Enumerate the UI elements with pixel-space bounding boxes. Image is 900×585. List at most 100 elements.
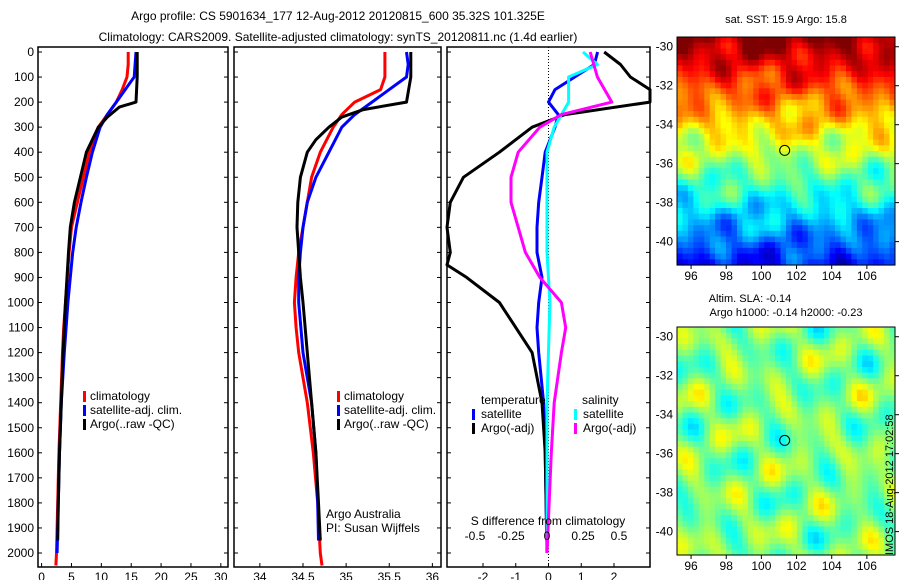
map-cell: [786, 219, 792, 226]
map-cell: [818, 429, 825, 436]
map-cell: [747, 65, 754, 72]
map-cell: [824, 94, 831, 101]
map-cell: [796, 406, 803, 414]
map-cell: [698, 332, 705, 339]
map-cell: [704, 99, 711, 106]
map-cell: [682, 168, 689, 175]
map-cell: [726, 94, 732, 101]
map-cell: [884, 389, 891, 396]
map-cell: [698, 94, 705, 101]
x-tick-label: 34: [253, 570, 267, 580]
map-cell: [769, 549, 776, 556]
map-cell: [802, 168, 809, 175]
map-cell: [758, 145, 765, 152]
map-cell: [835, 475, 841, 482]
map-cell: [786, 71, 792, 78]
map-cell: [862, 202, 869, 209]
legend-label: Argo(..raw -QC): [344, 417, 429, 431]
map-cell: [704, 247, 711, 255]
map-cell: [818, 116, 825, 124]
map-cell: [889, 111, 896, 118]
map-cell: [764, 65, 771, 72]
map-cell: [687, 42, 694, 49]
map-cell: [780, 406, 787, 414]
map-cell: [780, 515, 787, 522]
map-cell: [884, 88, 891, 95]
map-cell: [704, 503, 711, 510]
map-cell: [764, 259, 771, 266]
map-cell: [840, 469, 847, 476]
map-cell: [802, 503, 809, 510]
annotation-pi: PI: Susan Wijffels: [326, 521, 420, 535]
map-cell: [889, 48, 896, 55]
map-cell: [884, 469, 891, 476]
map-cell: [726, 42, 732, 49]
map-cell: [824, 128, 831, 135]
map-cell: [769, 344, 776, 351]
map-cell: [682, 520, 689, 528]
map-cell: [840, 532, 847, 539]
map-cell: [747, 259, 754, 266]
map-cell: [846, 332, 852, 339]
map-cell: [682, 429, 689, 436]
map-cell: [889, 458, 896, 465]
y-tick-label: 1200: [7, 346, 34, 360]
map-cell: [709, 247, 716, 255]
map-cell: [693, 543, 700, 550]
map-cell: [698, 122, 705, 129]
map-cell: [867, 532, 874, 539]
map-cell: [726, 515, 732, 522]
map-cell: [884, 162, 891, 169]
map-cell: [884, 458, 891, 465]
map-cell: [742, 401, 749, 408]
map-cell: [731, 423, 738, 431]
map-cell: [851, 259, 858, 266]
map-cell: [775, 355, 782, 362]
map-cell: [856, 202, 863, 209]
map-cell: [791, 122, 798, 129]
map-cell: [677, 190, 683, 198]
map-cell: [878, 59, 885, 67]
map-cell: [818, 247, 825, 255]
map-cell: [687, 498, 694, 505]
map-cell: [758, 452, 765, 459]
map-cell: [693, 213, 700, 220]
map-cell: [856, 145, 863, 152]
map-cell: [840, 338, 847, 345]
map-cell: [709, 492, 716, 499]
map-cell: [873, 242, 880, 249]
map-cell: [780, 486, 787, 493]
map-cell: [851, 128, 858, 135]
map-cell: [807, 441, 814, 448]
map-cell: [835, 116, 841, 124]
map-cell: [698, 105, 705, 112]
map-cell: [851, 82, 858, 89]
title-line-1: Argo profile: CS 5901634_177 12-Aug-2012…: [131, 9, 545, 23]
map-cell: [802, 88, 809, 95]
map-cell: [704, 498, 711, 505]
map-cell: [786, 213, 792, 220]
map-cell: [720, 196, 727, 203]
map-cell: [775, 549, 782, 556]
map-cell: [698, 99, 705, 106]
map-cell: [791, 59, 798, 67]
lat-tick-label: -34: [656, 408, 674, 422]
map-cell: [780, 54, 787, 61]
map-cell: [769, 332, 776, 339]
map-cell: [704, 42, 711, 49]
map-cell: [867, 406, 874, 414]
map-cell: [780, 492, 787, 499]
map-cell: [840, 219, 847, 226]
map-cell: [840, 230, 847, 238]
map-cell: [818, 406, 825, 414]
map-cell: [758, 133, 765, 141]
map-cell: [769, 412, 776, 419]
map-cell: [747, 219, 754, 226]
map-cell: [813, 344, 820, 351]
map-cell: [856, 332, 863, 339]
map-cell: [715, 59, 722, 67]
map-cell: [726, 116, 732, 124]
map-cell: [884, 208, 891, 215]
map-cell: [747, 435, 754, 442]
map-cell: [889, 116, 896, 124]
